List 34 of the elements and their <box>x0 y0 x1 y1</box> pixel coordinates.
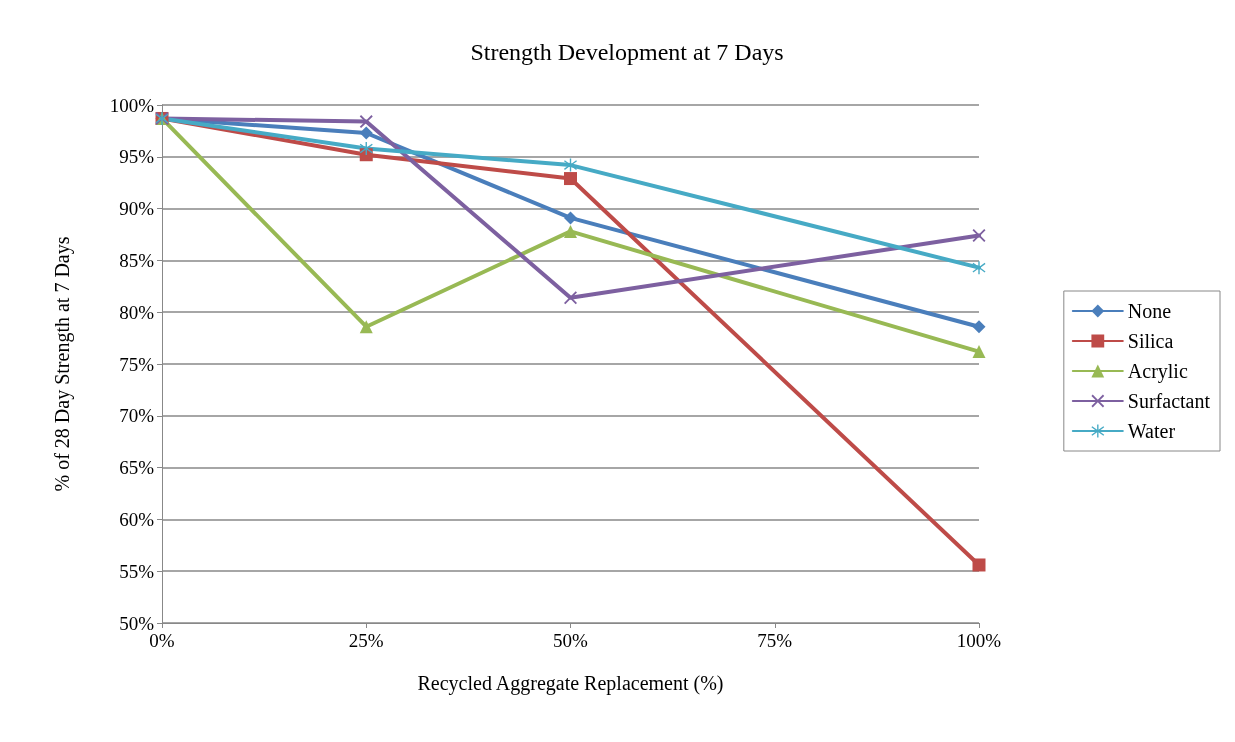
y-axis-title: % of 28 Day Strength at 7 Days <box>51 236 74 492</box>
y-tick-label: 85% <box>119 249 155 271</box>
legend-label: None <box>1127 300 1172 322</box>
point <box>359 320 373 334</box>
point <box>359 142 373 156</box>
y-tick-label: 60% <box>119 508 155 530</box>
y-tick-label: 95% <box>119 146 155 168</box>
x-axis-title: Recycled Aggregate Replacement (%) <box>417 672 724 695</box>
y-tick-label: 65% <box>119 457 155 479</box>
point <box>564 224 577 238</box>
point <box>564 291 577 305</box>
x-tick-label: 100% <box>956 630 1002 651</box>
y-tick-label: 75% <box>119 353 155 375</box>
y-tick-label: 100% <box>109 94 155 116</box>
legend-label: Acrylic <box>1127 360 1188 383</box>
legend-label: Silica <box>1127 330 1174 352</box>
y-tick-label: 80% <box>119 301 155 323</box>
x-tick-label: 75% <box>757 630 793 651</box>
point <box>359 126 373 140</box>
x-tick-label: 25% <box>348 630 384 651</box>
y-tick-label: 70% <box>119 405 155 427</box>
legend-label: Water <box>1127 420 1176 442</box>
point <box>972 345 986 359</box>
x-tick-label: 50% <box>553 630 589 651</box>
y-tick-label: 55% <box>119 560 155 582</box>
y-tick-label: 90% <box>119 198 155 220</box>
legend-label: Surfactant <box>1127 390 1211 412</box>
point <box>564 172 577 186</box>
point <box>972 320 986 334</box>
point <box>359 115 373 129</box>
point <box>972 558 986 572</box>
chart-title: Strength Development at 7 Days <box>470 39 784 65</box>
point <box>564 211 577 225</box>
point <box>972 261 986 275</box>
